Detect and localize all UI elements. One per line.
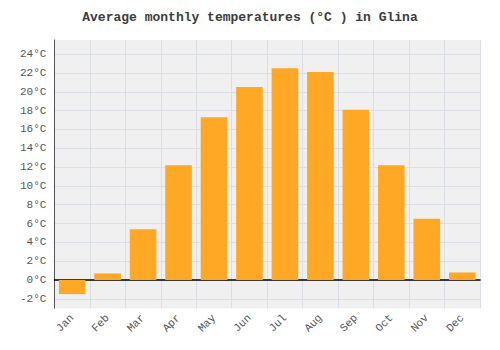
svg-text:Apr: Apr — [160, 312, 182, 334]
svg-text:-2°C: -2°C — [20, 293, 47, 305]
svg-text:Mar: Mar — [125, 312, 147, 334]
svg-text:22°C: 22°C — [20, 67, 47, 79]
svg-text:Average monthly temperatures (: Average monthly temperatures (°C ) in Gl… — [82, 10, 418, 25]
svg-text:2°C: 2°C — [27, 255, 47, 267]
svg-text:Sep: Sep — [338, 312, 360, 334]
svg-text:4°C: 4°C — [27, 236, 47, 248]
svg-text:Nov: Nov — [409, 312, 432, 335]
svg-text:Dec: Dec — [444, 312, 466, 334]
svg-text:Jan: Jan — [54, 312, 76, 334]
svg-text:Jul: Jul — [267, 312, 289, 334]
svg-text:0°C: 0°C — [27, 274, 47, 286]
svg-text:24°C: 24°C — [20, 48, 47, 60]
svg-text:16°C: 16°C — [20, 123, 47, 135]
svg-text:14°C: 14°C — [20, 142, 47, 154]
svg-text:Feb: Feb — [89, 312, 111, 334]
svg-text:Oct: Oct — [373, 312, 395, 334]
svg-text:6°C: 6°C — [27, 218, 47, 230]
svg-text:May: May — [196, 312, 219, 335]
svg-text:8°C: 8°C — [27, 199, 47, 211]
svg-text:Jun: Jun — [231, 312, 253, 334]
svg-text:20°C: 20°C — [20, 86, 47, 98]
svg-text:Aug: Aug — [302, 312, 324, 334]
svg-text:18°C: 18°C — [20, 105, 47, 117]
svg-text:12°C: 12°C — [20, 161, 47, 173]
svg-text:10°C: 10°C — [20, 180, 47, 192]
